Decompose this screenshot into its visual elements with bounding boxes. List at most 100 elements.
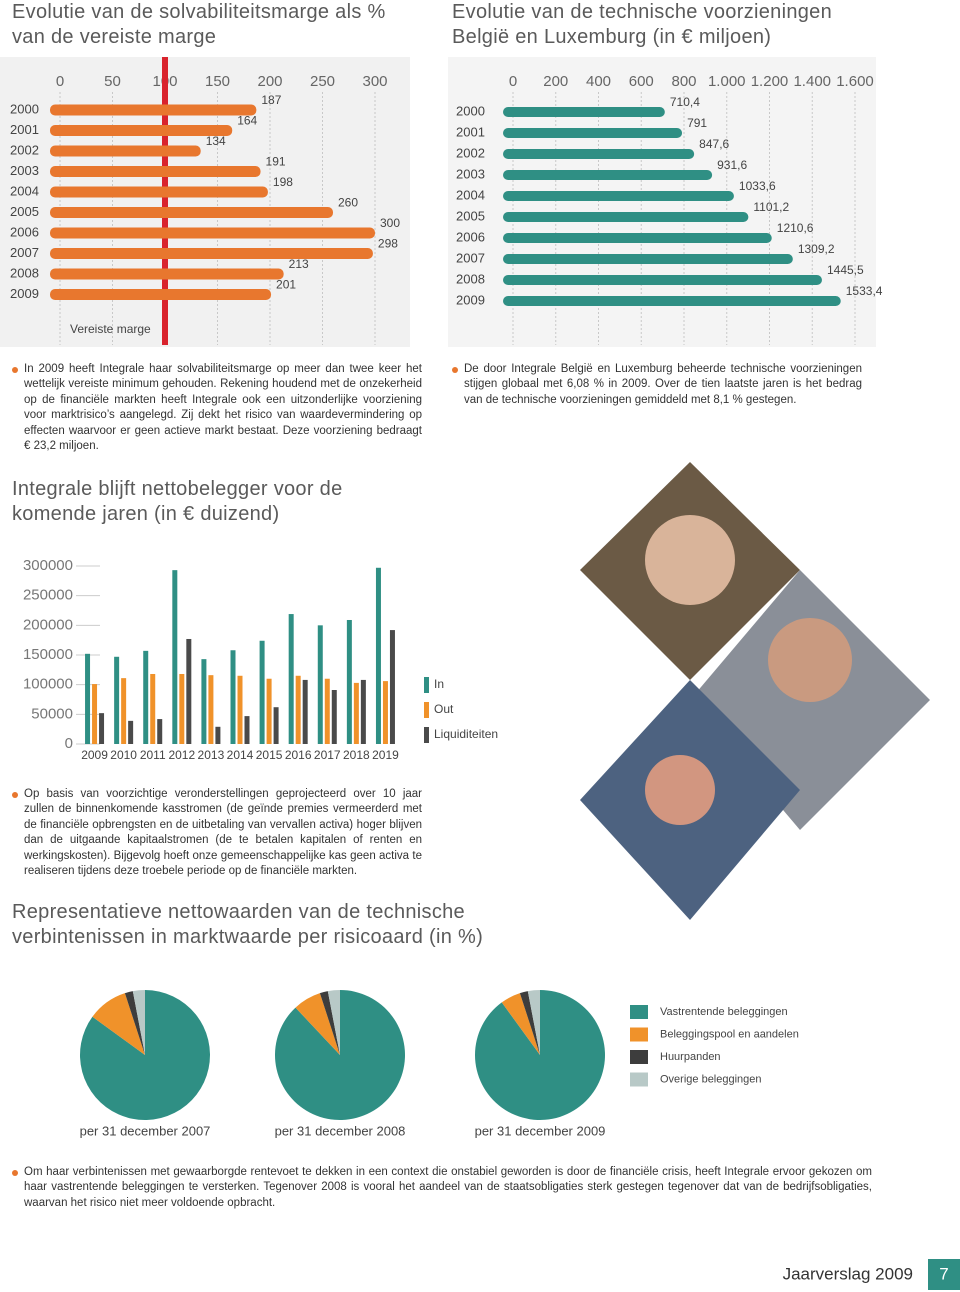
bar [50, 166, 261, 177]
pie-slice [319, 991, 340, 1055]
bar [50, 227, 375, 239]
y-tick-label: 2000 [456, 103, 485, 118]
pie-slice [79, 990, 210, 1120]
chart-title: Evolutie van de technische voorzieningen… [452, 1, 833, 48]
y-tick-label: 2006 [10, 224, 39, 239]
bar [50, 125, 233, 136]
legend-swatch [424, 727, 429, 743]
y-tick-label: 0 [65, 735, 73, 752]
value-label: 191 [266, 155, 286, 169]
bar [503, 233, 772, 243]
bar [92, 684, 98, 744]
y-tick-label: 2008 [10, 265, 39, 280]
bar [346, 619, 352, 744]
value-label: 198 [273, 175, 293, 189]
pie-slice [327, 990, 340, 1055]
bar [331, 690, 337, 744]
value-label: 298 [378, 237, 398, 251]
value-label: 847,6 [699, 137, 729, 151]
bar [324, 678, 330, 744]
legend-label: Huurpanden [660, 1051, 721, 1063]
legend-swatch [630, 1005, 648, 1019]
x-tick-label: 1.000 [708, 73, 746, 90]
value-label: 1533,4 [846, 284, 883, 298]
legend-label: Beleggingspool en aandelen [660, 1028, 799, 1040]
legend-label: In [434, 677, 444, 691]
value-label: 710,4 [670, 95, 700, 109]
bar [273, 707, 279, 744]
pie-slice [124, 991, 145, 1055]
bar [50, 186, 268, 198]
x-tick-label: 50 [104, 73, 121, 90]
x-tick-label: 400 [586, 73, 611, 90]
chart-title: Integrale blijft nettobelegger voor de k… [12, 478, 343, 525]
y-tick-label: 2005 [456, 208, 485, 223]
x-tick-label: 2016 [285, 748, 312, 762]
legend-label: Overige beleggingen [660, 1073, 762, 1085]
y-tick-label: 2004 [10, 183, 39, 198]
x-tick-label: 2011 [140, 748, 166, 762]
pie-slice [275, 990, 406, 1120]
bar [114, 656, 120, 744]
y-tick-label: 2009 [456, 292, 485, 307]
bar [143, 650, 149, 744]
bar [85, 653, 91, 744]
bar [50, 289, 272, 300]
bar [186, 638, 192, 744]
paragraph: Op basis van voorzichtige veronderstelli… [12, 787, 422, 879]
y-tick-label: 200000 [23, 616, 73, 633]
report-name: Jaarverslag 2009 [783, 1264, 913, 1283]
x-tick-label: 150 [205, 73, 230, 90]
photo [580, 462, 930, 920]
bar [302, 679, 308, 744]
x-tick-label: 2019 [372, 748, 399, 762]
legend-swatch [630, 1072, 648, 1087]
bar [266, 678, 272, 744]
bar [503, 149, 695, 159]
y-tick-label: 2006 [456, 229, 485, 244]
page-number: 7 [939, 1264, 948, 1283]
y-tick-label: 2007 [10, 245, 39, 260]
pie-slice [519, 991, 540, 1055]
x-tick-label: 200 [543, 73, 568, 90]
chart-title: Evolutie van de solvabiliteitsmarge als … [12, 1, 386, 48]
value-label: 260 [338, 196, 358, 210]
chart-title: Representatieve nettowaarden van de tech… [12, 901, 484, 948]
y-tick-label: 2003 [10, 163, 39, 178]
y-tick-label: 2008 [456, 271, 485, 286]
x-tick-label: 600 [629, 73, 654, 90]
y-tick-label: 2005 [10, 204, 39, 219]
bar [50, 104, 257, 116]
value-label: 187 [261, 93, 281, 107]
legend-swatch [630, 1027, 648, 1042]
bar [295, 675, 301, 744]
legend-swatch [424, 702, 429, 718]
value-label: 134 [206, 134, 226, 148]
y-tick-label: 2009 [10, 286, 39, 301]
legend-swatch [424, 677, 429, 693]
bar [503, 275, 822, 285]
paragraph: De door Integrale België en Luxemburg be… [452, 362, 862, 408]
bar [128, 720, 134, 744]
x-tick-label: 2013 [198, 748, 225, 762]
bar [215, 726, 221, 744]
bar [503, 212, 749, 222]
bar [50, 268, 284, 280]
x-tick-label: 2018 [343, 748, 370, 762]
bar [230, 650, 236, 744]
x-tick-label: 250 [310, 73, 335, 90]
value-label: 1445,5 [827, 263, 864, 277]
y-tick-label: 100000 [23, 676, 73, 693]
x-tick-label: 2017 [314, 748, 341, 762]
bar [99, 713, 105, 744]
value-label: 1309,2 [798, 242, 835, 256]
value-label: 1101,2 [753, 200, 789, 214]
bar [503, 170, 713, 180]
bar [503, 107, 665, 117]
pie-label: per 31 december 2007 [80, 1123, 211, 1138]
value-label: 791 [687, 116, 707, 130]
x-tick-label: 800 [671, 73, 696, 90]
pie-slice [132, 990, 145, 1055]
bar [503, 128, 683, 138]
